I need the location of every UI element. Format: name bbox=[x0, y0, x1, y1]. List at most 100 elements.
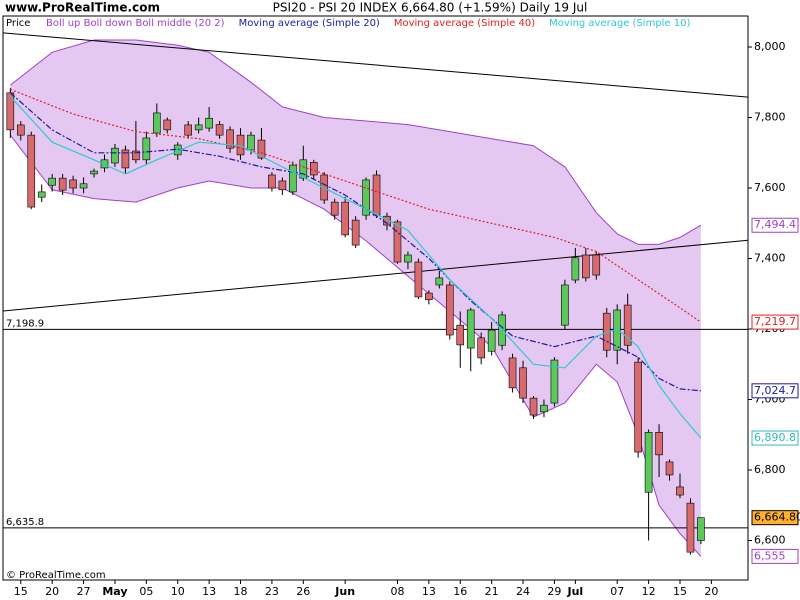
candle-body bbox=[132, 150, 140, 161]
x-tick-label: 23 bbox=[265, 585, 279, 598]
y-tick-label: 7,600 bbox=[754, 181, 786, 194]
candle-body bbox=[163, 119, 172, 131]
candle-body bbox=[111, 147, 119, 164]
candle-body bbox=[582, 254, 590, 279]
candle-body bbox=[697, 517, 705, 541]
legend-entry: Moving average (Simple 40) bbox=[394, 18, 535, 29]
price-tag-label: 6,890.8 bbox=[754, 431, 796, 444]
x-tick-label: 27 bbox=[77, 585, 91, 598]
x-tick-label: 16 bbox=[453, 585, 467, 598]
bollinger-lower bbox=[9, 134, 702, 557]
x-tick-label: 08 bbox=[390, 585, 404, 598]
candle-body bbox=[16, 124, 25, 136]
candle-body bbox=[268, 174, 276, 189]
candle-body bbox=[676, 486, 684, 496]
candle-body bbox=[561, 284, 569, 326]
candle-body bbox=[309, 161, 318, 176]
y-tick-label: 7,800 bbox=[754, 111, 786, 124]
x-tick-label: 20 bbox=[45, 585, 59, 598]
x-tick-label: 26 bbox=[296, 585, 310, 598]
candle-body bbox=[121, 149, 130, 169]
price-tag-label: 7,494.4 bbox=[754, 218, 796, 231]
price-tag-box bbox=[751, 548, 799, 564]
bollinger-area bbox=[10, 40, 701, 557]
candle-body bbox=[215, 124, 224, 136]
candle-body bbox=[341, 201, 349, 236]
trendline bbox=[2, 32, 749, 98]
x-tick-label: 13 bbox=[202, 585, 216, 598]
candle-body bbox=[90, 170, 98, 175]
candle-body bbox=[550, 359, 559, 404]
candle-body bbox=[571, 257, 580, 281]
candle-body bbox=[58, 177, 67, 191]
candle-body bbox=[37, 191, 46, 198]
x-tick-label: Jul bbox=[567, 585, 584, 598]
candle-body bbox=[634, 361, 642, 453]
candle-body bbox=[27, 134, 36, 208]
price-tag-box bbox=[751, 217, 799, 233]
candle-body bbox=[623, 304, 632, 346]
candle-body bbox=[351, 219, 360, 246]
x-tick-label: 20 bbox=[704, 585, 718, 598]
candle-body bbox=[487, 329, 496, 352]
candle-body bbox=[519, 367, 527, 399]
x-tick-label: 07 bbox=[610, 585, 624, 598]
candle-body bbox=[665, 461, 674, 476]
candle-body bbox=[372, 174, 381, 216]
price-tag-label: 6,664.80 bbox=[754, 511, 800, 524]
candle-body bbox=[48, 177, 56, 186]
price-tag-box bbox=[751, 510, 799, 526]
x-tick-label: 15 bbox=[673, 585, 687, 598]
candle-body bbox=[644, 432, 653, 493]
moving-average bbox=[9, 95, 702, 439]
candle-body bbox=[592, 254, 601, 276]
x-tick-label: 13 bbox=[422, 585, 436, 598]
x-tick-label: 29 bbox=[547, 585, 561, 598]
price-tag-box bbox=[751, 383, 799, 399]
price-tag-label: 7,024.7 bbox=[754, 384, 796, 397]
trendline bbox=[2, 239, 749, 312]
plot-frame bbox=[2, 15, 749, 581]
candle-body bbox=[194, 124, 203, 131]
candle-body bbox=[142, 137, 151, 161]
price-tag-label: 7,219.7 bbox=[754, 315, 796, 328]
x-tick-label: May bbox=[102, 585, 127, 598]
candle-body bbox=[226, 129, 234, 149]
candle-body bbox=[257, 139, 266, 159]
candle-body bbox=[289, 164, 297, 193]
x-tick-label: 15 bbox=[14, 585, 28, 598]
price-tag-box bbox=[751, 314, 799, 330]
candle-body bbox=[529, 397, 538, 416]
candle-body bbox=[414, 261, 423, 298]
site-name: www.ProRealTime.com bbox=[5, 1, 160, 15]
candle-body bbox=[69, 179, 77, 189]
candle-body bbox=[508, 357, 517, 389]
legend-entry: Moving average (Simple 10) bbox=[549, 18, 690, 29]
candle-body bbox=[278, 180, 287, 191]
x-tick-label: 12 bbox=[642, 585, 656, 598]
candle-body bbox=[404, 254, 412, 263]
price-tag-label: 6,555 bbox=[754, 549, 786, 562]
candle-body bbox=[686, 502, 695, 553]
candle-body bbox=[393, 221, 402, 263]
legend-entry: Moving average (Simple 20) bbox=[239, 18, 380, 29]
horizontal-line-label: 7,198.9 bbox=[6, 318, 44, 329]
legend-entry: Boll up Boll down Boll middle (20 2) bbox=[46, 18, 225, 29]
candle-body bbox=[362, 179, 370, 216]
candle-body bbox=[153, 112, 161, 134]
x-tick-label: 21 bbox=[485, 585, 499, 598]
candle-body bbox=[184, 124, 193, 136]
x-tick-label: 18 bbox=[234, 585, 248, 598]
candle-body bbox=[425, 292, 433, 301]
price-tag-box bbox=[751, 430, 799, 446]
y-tick-label: 6,600 bbox=[754, 534, 786, 547]
candle-body bbox=[435, 277, 444, 286]
horizontal-line-label: 6,635.8 bbox=[6, 517, 44, 528]
x-tick-label: 10 bbox=[171, 585, 185, 598]
candle-body bbox=[540, 404, 548, 413]
candle-body bbox=[477, 337, 485, 359]
plot: 7,198.9 6,635.8 bbox=[2, 32, 749, 557]
chart-title: PSI20 - PSI 20 INDEX 6,664.80 (+1.59%) D… bbox=[273, 1, 588, 15]
candle-body bbox=[445, 284, 454, 336]
